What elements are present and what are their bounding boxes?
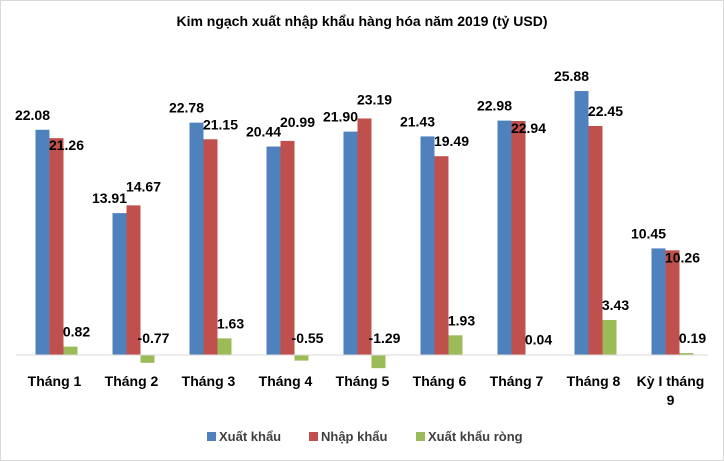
- category-label: Tháng 7: [490, 373, 544, 389]
- legend-swatch: [309, 432, 318, 441]
- bar-export: [574, 91, 589, 356]
- category-label: Tháng 6: [413, 373, 467, 389]
- legend-swatch: [207, 432, 216, 441]
- bar-export: [497, 120, 512, 355]
- legend-label: Nhập khẩu: [321, 429, 388, 444]
- data-label: 22.78: [169, 100, 204, 116]
- bar-import: [203, 139, 218, 355]
- category-label: Tháng 3: [182, 373, 236, 389]
- category-label: Tháng 2: [105, 373, 159, 389]
- bar-net-export: [140, 355, 155, 363]
- bar-net-export: [217, 338, 232, 355]
- data-label: 3.43: [602, 297, 629, 313]
- data-label: 20.99: [280, 114, 315, 130]
- bar-net-export: [602, 320, 617, 355]
- bar-net-export: [371, 355, 386, 369]
- bar-import: [126, 205, 141, 355]
- data-label: 21.15: [203, 116, 238, 132]
- bar-export: [420, 136, 435, 355]
- legend-label: Xuất khẩu: [219, 429, 281, 444]
- category-label: Tháng 1: [28, 373, 82, 389]
- bar-import: [511, 121, 526, 356]
- data-label: -0.77: [138, 330, 170, 346]
- data-label: 0.04: [525, 332, 552, 348]
- data-label: -1.29: [369, 330, 401, 346]
- bar-import: [357, 118, 372, 355]
- data-label: 20.44: [246, 124, 281, 140]
- bar-import: [665, 250, 680, 355]
- data-label: 21.43: [400, 113, 435, 129]
- bar-import: [434, 156, 449, 355]
- data-label: 0.82: [63, 324, 90, 340]
- category-label: Kỳ I tháng: [637, 373, 705, 389]
- legend-label: Xuất khẩu ròng: [428, 429, 523, 444]
- data-label: 21.90: [323, 109, 358, 125]
- bar-net-export: [679, 353, 694, 355]
- chart-title: Kim ngạch xuất nhập khẩu hàng hóa năm 20…: [176, 13, 547, 29]
- legend-swatch: [416, 432, 425, 441]
- data-label: 22.94: [511, 120, 546, 136]
- bar-export: [343, 131, 358, 355]
- data-label: 1.93: [448, 312, 475, 328]
- bar-export: [189, 122, 204, 355]
- data-label: 1.63: [217, 315, 244, 331]
- data-label: 22.98: [477, 98, 512, 114]
- category-label: Tháng 5: [336, 373, 390, 389]
- bar-export: [266, 146, 281, 355]
- data-label: 23.19: [357, 91, 392, 107]
- bar-export: [112, 213, 127, 355]
- bar-import: [49, 138, 64, 355]
- data-label: 10.26: [665, 249, 700, 265]
- category-label: Tháng 4: [259, 373, 313, 389]
- bar-export: [35, 129, 50, 355]
- bar-import: [588, 126, 603, 355]
- bar-import: [280, 140, 295, 355]
- data-label: 22.08: [15, 107, 50, 123]
- data-label: 14.67: [126, 178, 161, 194]
- category-label: Tháng 8: [567, 373, 621, 389]
- data-label: 21.26: [49, 137, 84, 153]
- data-label: 0.19: [679, 330, 706, 346]
- bar-net-export: [63, 346, 78, 355]
- bar-export: [651, 248, 666, 355]
- bar-net-export: [294, 355, 309, 361]
- category-label: 9: [667, 392, 675, 408]
- data-label: 19.49: [434, 133, 469, 149]
- bar-net-export: [448, 335, 463, 355]
- data-label: 25.88: [554, 68, 589, 84]
- data-label: 22.45: [588, 103, 623, 119]
- data-label: 10.45: [631, 225, 666, 241]
- data-label: 13.91: [92, 190, 127, 206]
- data-label: -0.55: [292, 330, 324, 346]
